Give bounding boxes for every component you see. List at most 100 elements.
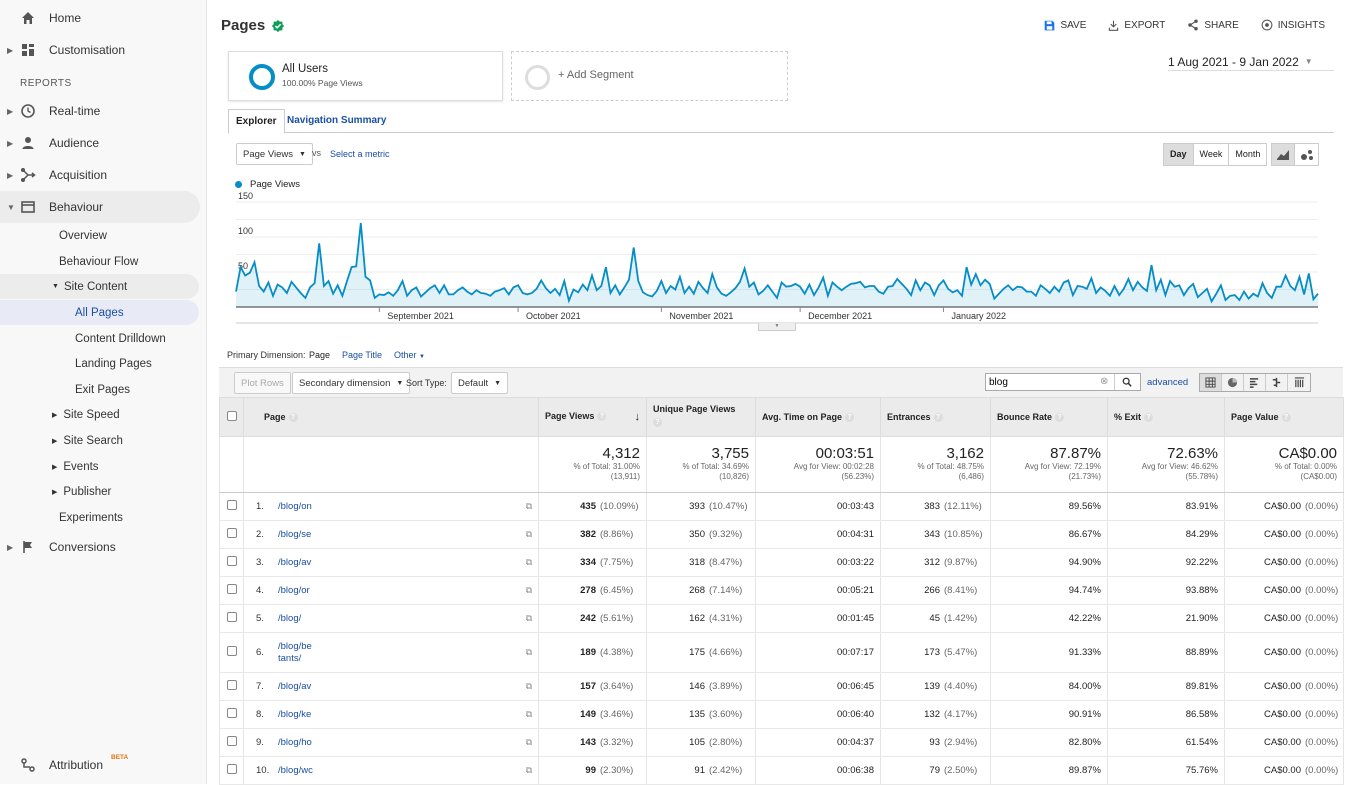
nav-all-pages[interactable]: All Pages (0, 300, 199, 325)
nav-experiments[interactable]: Experiments (59, 511, 123, 524)
page-link[interactable]: /blog/se (278, 529, 311, 541)
table-search-input[interactable] (986, 374, 1100, 390)
nav-attribution[interactable]: Attribution BETA (0, 749, 200, 781)
tab-explorer[interactable]: Explorer (228, 109, 285, 134)
pivot-view-button[interactable] (1288, 374, 1310, 391)
date-range-picker[interactable]: 1 Aug 2021 - 9 Jan 2022 ▼ (1168, 53, 1334, 71)
open-page-icon[interactable]: ⧉ (525, 500, 532, 511)
pie-view-button[interactable] (1222, 374, 1244, 391)
nav-home[interactable]: Home (0, 2, 200, 34)
col-page-views[interactable]: Page Views? ↓ (538, 397, 647, 437)
chart-collapse-handle[interactable]: ▼ (758, 323, 796, 331)
col-avg-time[interactable]: Avg. Time on Page? (755, 397, 881, 437)
nav-landing-pages[interactable]: Landing Pages (75, 357, 152, 370)
nav-overview[interactable]: Overview (59, 229, 107, 242)
open-page-icon[interactable]: ⧉ (525, 708, 532, 719)
col-bounce-rate[interactable]: Bounce Rate? (990, 397, 1108, 437)
page-link[interactable]: /blog/ho (278, 737, 312, 749)
open-page-icon[interactable]: ⧉ (525, 584, 532, 595)
sort-type-dropdown[interactable]: Default ▼ (451, 372, 509, 394)
secondary-dimension-dropdown[interactable]: Secondary dimension ▼ (292, 372, 411, 394)
open-page-icon[interactable]: ⧉ (525, 612, 532, 623)
nav-site-speed[interactable]: ▶ Site Speed (0, 402, 199, 427)
nav-site-search[interactable]: ▶ Site Search (0, 428, 199, 453)
page-link[interactable]: /blog/ke (278, 709, 311, 721)
select-all-checkbox[interactable] (226, 411, 237, 421)
row-checkbox[interactable] (226, 764, 237, 774)
nav-behaviour-flow[interactable]: Behaviour Flow (59, 255, 139, 268)
nav-conversions[interactable]: ▶ Conversions (0, 531, 200, 563)
data-table-view-button[interactable] (1200, 374, 1222, 391)
col-entrances[interactable]: Entrances? (880, 397, 991, 437)
page-link[interactable]: /blog/on (278, 501, 312, 513)
entrances-pct: (1.42%) (944, 613, 978, 624)
page-link[interactable]: /blog/be tants/ (278, 641, 312, 665)
page-link[interactable]: /blog/wc (278, 765, 313, 777)
nav-customisation[interactable]: ▶ Customisation (0, 34, 200, 66)
nav-realtime[interactable]: ▶ Real-time (0, 95, 200, 127)
page-link[interactable]: /blog/or (278, 585, 310, 597)
avg-time-value: 00:07:17 (837, 647, 874, 658)
nav-home-label: Home (49, 11, 82, 25)
page-link[interactable]: /blog/av (278, 681, 311, 693)
col-unique-page-views[interactable]: Unique Page Views? (646, 397, 756, 437)
row-checkbox[interactable] (226, 584, 237, 594)
dimension-page[interactable]: Page (309, 350, 331, 360)
advanced-filter-link[interactable]: advanced (1147, 377, 1189, 388)
col-exit[interactable]: % Exit? (1107, 397, 1225, 437)
row-checkbox[interactable] (226, 556, 237, 566)
save-button[interactable]: SAVE (1044, 19, 1086, 31)
nav-content-drilldown[interactable]: Content Drilldown (75, 332, 166, 345)
dimension-other[interactable]: Other ▼ (394, 350, 425, 360)
open-page-icon[interactable]: ⧉ (525, 528, 532, 539)
clear-search-icon[interactable]: ⊗ (1100, 376, 1109, 387)
y-tick-label: 100 (238, 226, 253, 236)
add-segment-button[interactable]: + Add Segment (511, 51, 788, 101)
row-checkbox[interactable] (226, 708, 237, 718)
open-page-icon[interactable]: ⧉ (525, 764, 532, 775)
unique-page-views-value: 350 (689, 529, 705, 540)
nav-audience[interactable]: ▶ Audience (0, 127, 200, 159)
total-cell: 3,162% of Total: 48.75% (6,486) (880, 436, 991, 493)
tab-navigation-summary[interactable]: Navigation Summary (287, 115, 387, 126)
row-checkbox[interactable] (226, 736, 237, 746)
metric-dropdown[interactable]: Page Views ▼ (236, 143, 313, 165)
nav-behaviour[interactable]: ▼ Behaviour (0, 191, 200, 223)
search-button[interactable] (1114, 374, 1138, 390)
nav-publisher[interactable]: ▶ Publisher (0, 479, 199, 504)
nav-exit-pages[interactable]: Exit Pages (75, 383, 130, 396)
plot-rows-button[interactable]: Plot Rows (234, 372, 291, 394)
page-link[interactable]: /blog/av (278, 557, 311, 569)
line-chart-button[interactable] (1272, 144, 1295, 165)
open-page-icon[interactable]: ⧉ (525, 680, 532, 691)
insights-button[interactable]: INSIGHTS (1261, 19, 1325, 31)
export-button[interactable]: EXPORT (1108, 19, 1165, 31)
month-button[interactable]: Month (1235, 149, 1261, 159)
performance-view-button[interactable] (1244, 374, 1266, 391)
comparison-view-button[interactable] (1266, 374, 1288, 391)
motion-chart-button[interactable] (1295, 144, 1318, 165)
row-checkbox[interactable] (226, 528, 237, 538)
open-page-icon[interactable]: ⧉ (525, 736, 532, 747)
week-button[interactable]: Week (1194, 144, 1230, 165)
nav-acquisition[interactable]: ▶ Acquisition (0, 159, 200, 191)
row-checkbox[interactable] (226, 646, 237, 656)
select-metric-link[interactable]: Select a metric (330, 149, 390, 159)
nav-site-content[interactable]: ▼ Site Content (0, 274, 199, 299)
open-page-icon[interactable]: ⧉ (525, 646, 532, 657)
day-button[interactable]: Day (1164, 144, 1194, 165)
col-page[interactable]: Page? (243, 397, 539, 437)
nav-events[interactable]: ▶ Events (0, 454, 199, 479)
open-page-icon[interactable]: ⧉ (525, 556, 532, 567)
exit-value: 86.58% (1185, 709, 1218, 720)
dimension-page-title[interactable]: Page Title (342, 350, 383, 360)
col-page-value[interactable]: Page Value? (1224, 397, 1344, 437)
segment-all-users[interactable]: All Users 100.00% Page Views (228, 51, 503, 101)
row-checkbox[interactable] (226, 500, 237, 510)
row-checkbox[interactable] (226, 680, 237, 690)
page-link[interactable]: /blog/ (278, 613, 301, 625)
row-checkbox[interactable] (226, 612, 237, 622)
unique-page-views-value: 268 (689, 585, 705, 596)
unique-page-views-pct: (8.47%) (709, 557, 743, 568)
share-button[interactable]: SHARE (1187, 19, 1239, 31)
